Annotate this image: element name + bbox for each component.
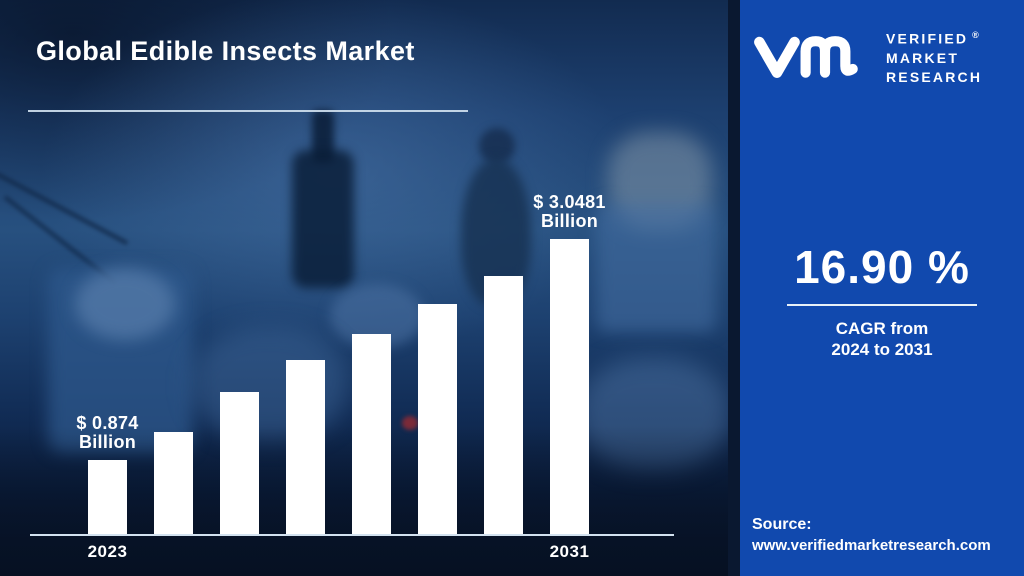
logo-line: MARKET (886, 49, 960, 66)
cagr-caption: CAGR from 2024 to 2031 (740, 318, 1024, 360)
logo-text: VERIFIED ® MARKET RESEARCH (886, 26, 982, 87)
cagr-caption-line: 2024 to 2031 (831, 340, 933, 359)
bar (154, 432, 193, 534)
x-tick-label: 2031 (549, 542, 590, 561)
bar (352, 334, 391, 534)
bar (286, 360, 325, 534)
background-pepper-grinder (479, 128, 515, 164)
bar-plot: 2023 2031 $ 0.874 Billion $ 3.0481 Billion (30, 190, 674, 562)
source-block: Source: www.verifiedmarketresearch.com (752, 516, 991, 554)
vmr-monogram-icon (754, 36, 858, 79)
cagr-value: 16.90 % (794, 241, 970, 293)
x-axis-line (30, 534, 674, 536)
source-url[interactable]: www.verifiedmarketresearch.com (752, 537, 991, 554)
panel-divider (728, 0, 740, 576)
logo-line: VERIFIED ® (886, 26, 982, 49)
bar-chart: 2023 2031 $ 0.874 Billion $ 3.0481 Billion (30, 190, 674, 562)
background-bottle-silhouette (312, 110, 334, 162)
chart-panel: Global Edible Insects Market 2023 2031 $ 0… (0, 0, 728, 576)
bar (220, 392, 259, 534)
page-title: Global Edible Insects Market (36, 36, 415, 66)
bar-value-label: $ 3.0481 Billion (533, 192, 606, 231)
cagr-divider (787, 304, 977, 306)
bar-value-label: $ 0.874 Billion (76, 413, 139, 452)
x-tick-label: 2023 (87, 542, 128, 561)
logo-word-verified: VERIFIED (886, 30, 969, 47)
title-underline (28, 110, 468, 112)
info-panel: VERIFIED ® MARKET RESEARCH 16.90 % CAGR f… (740, 0, 1024, 576)
cagr-caption-line: CAGR from (835, 319, 929, 338)
vmr-logo: VERIFIED ® MARKET RESEARCH (752, 26, 982, 87)
logo-line: RESEARCH (886, 68, 983, 85)
cagr-block: 16.90 % CAGR from 2024 to 2031 (740, 240, 1024, 360)
registered-mark: ® (972, 30, 979, 40)
source-label: Source: (752, 516, 812, 533)
bar (550, 239, 589, 534)
bar (484, 276, 523, 534)
bar (88, 460, 127, 534)
bar (418, 304, 457, 534)
